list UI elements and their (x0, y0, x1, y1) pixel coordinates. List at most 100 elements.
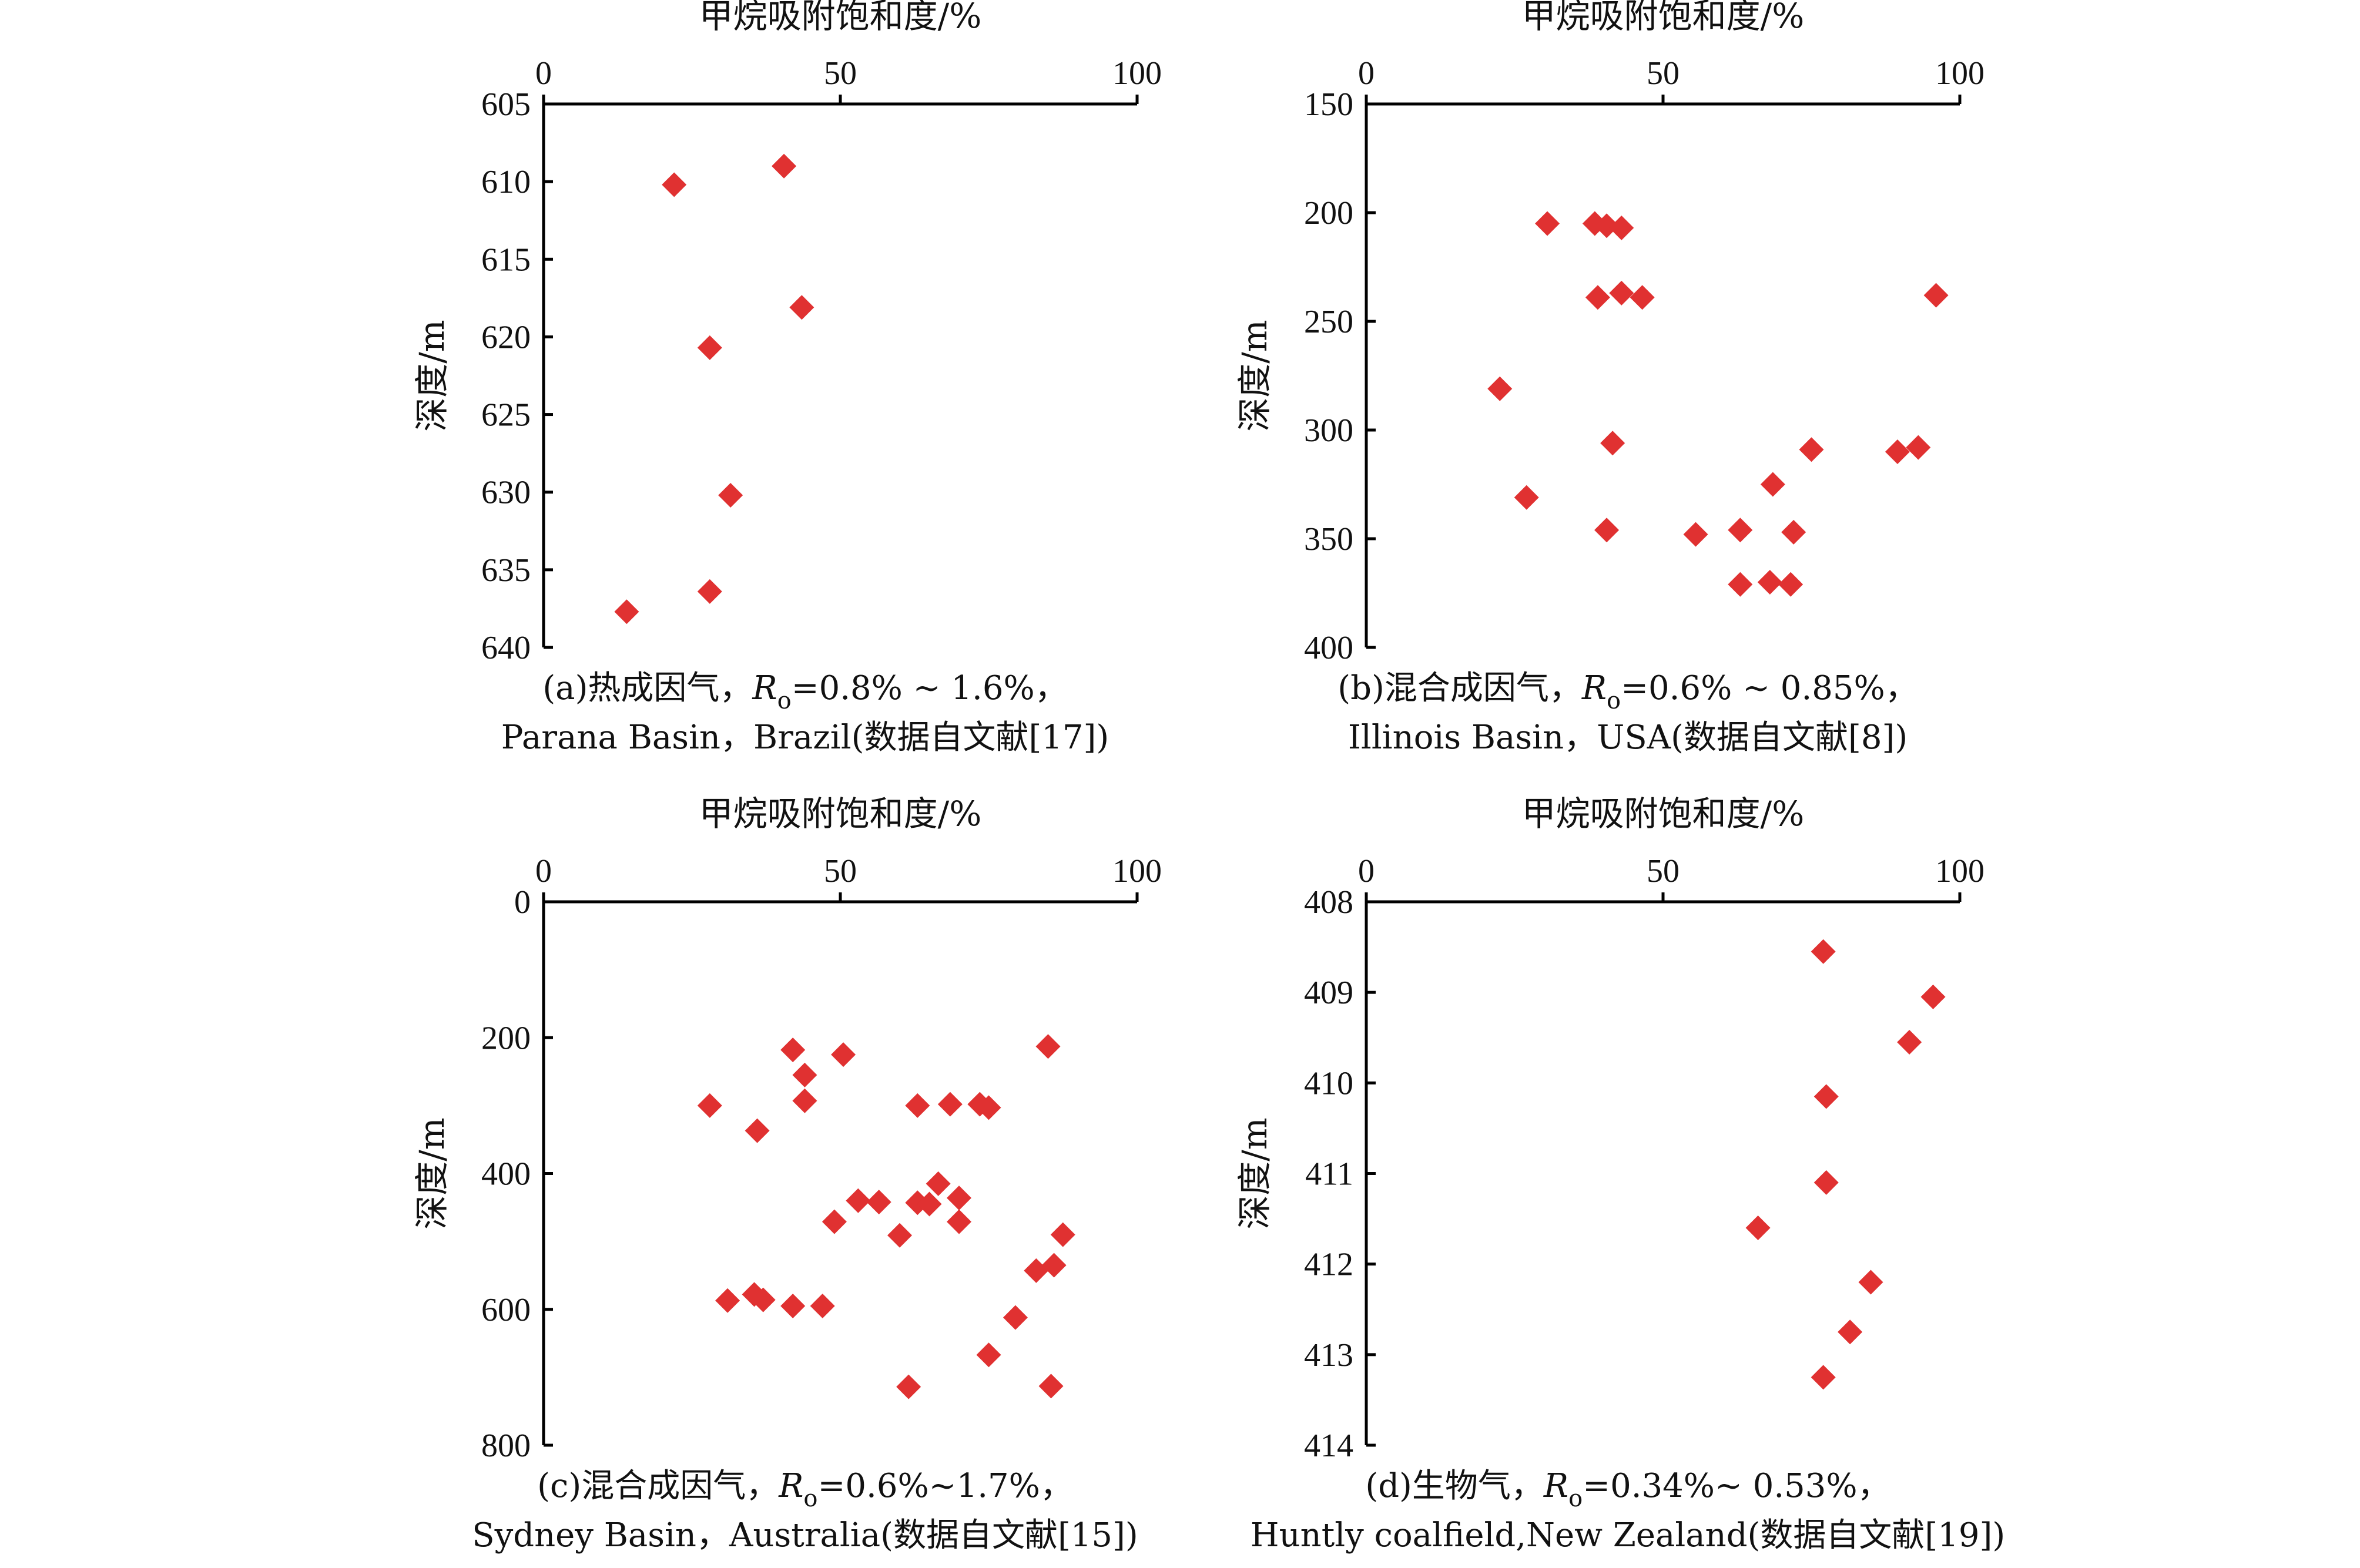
x-tick-label: 0 (1358, 55, 1375, 92)
data-point (822, 1209, 847, 1234)
data-point (1594, 518, 1620, 543)
y-tick-label: 250 (1304, 304, 1353, 340)
data-point (1683, 522, 1708, 547)
caption-r-symbol: R (752, 669, 777, 707)
data-point (780, 1038, 806, 1063)
data-point (1600, 431, 1625, 456)
data-point (846, 1188, 871, 1213)
data-point (1897, 1029, 1922, 1055)
data-point (1885, 439, 1910, 464)
chart-panel-a: 0 50 100 605 610 615 620 625 630 635 640 甲烷吸附饱和度/% 深… (412, 0, 1162, 757)
data-point (1035, 1034, 1061, 1059)
data-point (1920, 984, 1946, 1009)
y-tick-label: 413 (1304, 1337, 1353, 1374)
y-axis-title: 深度/m (1235, 320, 1275, 432)
y-tick-label: 625 (481, 397, 531, 434)
data-point (1535, 211, 1560, 236)
data-point (947, 1209, 971, 1234)
data-point (780, 1293, 806, 1318)
x-tick-label: 100 (1935, 853, 1984, 889)
data-point (1728, 518, 1753, 543)
data-point (1594, 213, 1620, 239)
data-point (718, 483, 743, 508)
data-point (1838, 1319, 1863, 1345)
caption-r-symbol: R (1543, 1467, 1568, 1505)
data-point (697, 1093, 722, 1118)
y-tick-label: 350 (1304, 521, 1353, 558)
data-point (1630, 285, 1655, 310)
data-point (1024, 1258, 1049, 1283)
caption-subscript: o (803, 1485, 817, 1512)
data-point (1003, 1305, 1028, 1330)
data-point (976, 1095, 1001, 1120)
data-point (831, 1042, 856, 1067)
caption-prefix: (a)热成因气， (542, 669, 752, 707)
data-point (1923, 283, 1949, 308)
data-point (614, 599, 639, 624)
x-tick-label: 0 (1358, 853, 1375, 889)
caption-suffix: =0.34%~ 0.53%， (1583, 1467, 1890, 1505)
chart-panel-b: 0 50 100 150 200 250 300 350 400 甲烷吸附饱和度/% 深度/m (b)… (1235, 0, 1984, 757)
y-axis-title: 深度/m (412, 320, 452, 432)
data-point (1609, 215, 1634, 240)
caption-line-2: Illinois Basin，USA(数据自文献[8]) (1348, 718, 1908, 757)
data-point (1799, 437, 1824, 462)
data-point (926, 1171, 951, 1196)
y-tick-label: 200 (1304, 195, 1353, 231)
data-point (1609, 280, 1634, 305)
data-point (715, 1288, 740, 1313)
caption-line-1: (c)混合成因气，Ro=0.6%~1.7%， (537, 1467, 1073, 1512)
y-tick-label: 640 (481, 630, 531, 666)
data-point (896, 1374, 921, 1399)
y-tick-label: 800 (481, 1428, 531, 1464)
data-point (1050, 1222, 1075, 1247)
data-point (697, 335, 722, 360)
data-point (792, 1088, 817, 1113)
data-point (887, 1223, 912, 1248)
x-tick-label: 50 (824, 853, 857, 889)
y-tick-label: 400 (481, 1156, 531, 1193)
data-point (947, 1186, 971, 1211)
caption-line-2: Huntly coalfield,New Zealand(数据自文献[19]) (1251, 1516, 2005, 1554)
y-axis-title: 深度/m (1235, 1117, 1275, 1230)
data-point (1514, 485, 1539, 510)
caption-prefix: (c)混合成因气， (537, 1467, 779, 1505)
data-point (745, 1118, 770, 1143)
data-point (810, 1293, 835, 1318)
data-point (1745, 1216, 1771, 1240)
data-point (789, 295, 814, 320)
y-tick-label: 411 (1305, 1156, 1353, 1193)
data-point (866, 1190, 891, 1215)
caption-suffix: =0.6%~1.7%， (817, 1467, 1072, 1505)
data-point (792, 1062, 817, 1087)
data-point (937, 1092, 963, 1117)
data-point (1041, 1253, 1067, 1278)
y-tick-label: 408 (1304, 884, 1353, 921)
data-point (1811, 939, 1836, 964)
data-point (1813, 1170, 1839, 1195)
x-tick-label: 100 (1935, 55, 1984, 92)
data-point (1487, 376, 1513, 401)
y-tick-label: 605 (481, 86, 531, 123)
y-tick-label: 300 (1304, 412, 1353, 449)
data-point (697, 579, 722, 604)
caption-prefix: (b)混合成因气， (1337, 669, 1582, 707)
y-tick-label: 620 (481, 319, 531, 355)
data-point (1585, 285, 1610, 310)
chart-panel-d: 0 50 100 408 409 410 411 412 413 414 甲烷吸附饱和度/% 深度/m… (1235, 794, 2005, 1554)
data-point (1728, 572, 1753, 597)
caption-line-1: (a)热成因气，Ro=0.8% ~ 1.6%， (542, 669, 1067, 714)
y-tick-label: 0 (514, 884, 531, 921)
x-tick-label: 0 (535, 55, 552, 92)
y-tick-label: 630 (481, 475, 531, 511)
y-tick-label: 410 (1304, 1065, 1353, 1102)
chart-panel-c: 0 50 100 0 200 400 600 800 甲烷吸附饱和度/% 深度/m (c)混合成因气… (412, 794, 1162, 1554)
data-point (917, 1191, 942, 1217)
data-point (1858, 1270, 1883, 1295)
x-tick-label: 0 (535, 853, 552, 889)
caption-subscript: o (1568, 1485, 1583, 1512)
y-tick-label: 635 (481, 552, 531, 589)
x-tick-label: 50 (824, 55, 857, 92)
y-tick-label: 400 (1304, 630, 1353, 666)
